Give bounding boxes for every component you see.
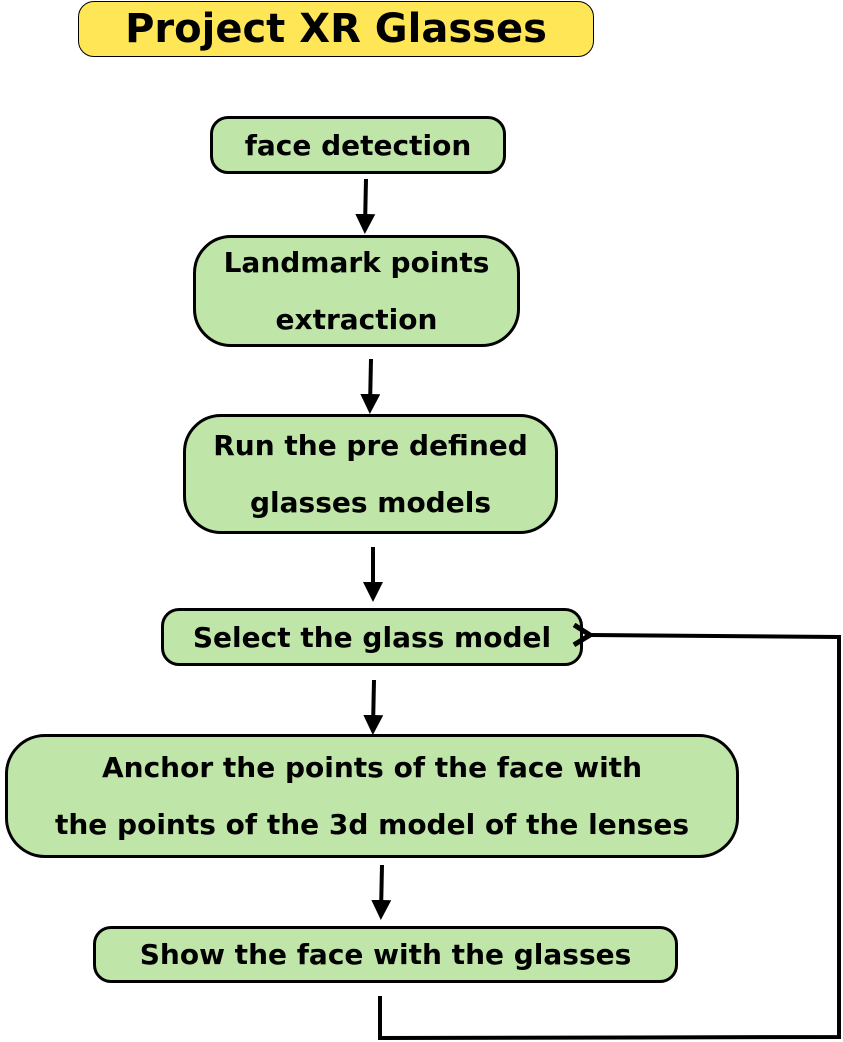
diagram-title: Project XR Glasses [78,1,594,57]
step-show-result: Show the face with the glasses [93,926,678,983]
step-landmark-extraction-line-2: extraction [275,303,438,336]
step-landmark-extraction-line-1: Landmark points [223,246,490,279]
diagram-title-text: Project XR Glasses [125,6,547,52]
step-face-detection: face detection [210,116,506,174]
step-show-result-line-1: Show the face with the glasses [139,938,632,971]
arrow-anchor-to-show [371,864,392,920]
step-anchor-points-line-2: the points of the 3d model of the lenses [54,808,690,841]
step-select-model-line-1: Select the glass model [192,620,552,654]
loop-arrow-show-to-select [378,635,841,1041]
step-anchor-points: Anchor the points of the face with the p… [5,734,739,858]
step-run-models-line-2: glasses models [250,486,491,519]
step-run-models-line-1: Run the pre defined [213,429,528,462]
step-face-detection-line-1: face detection [244,128,472,162]
step-run-models: Run the pre defined glasses models [183,414,558,534]
arrow-landmark-to-run-models [360,358,381,414]
step-anchor-points-line-1: Anchor the points of the face with [101,751,642,784]
step-landmark-extraction: Landmark points extraction [193,235,520,347]
arrow-select-to-anchor [363,679,384,735]
arrow-face-detection-to-landmark [355,178,376,234]
